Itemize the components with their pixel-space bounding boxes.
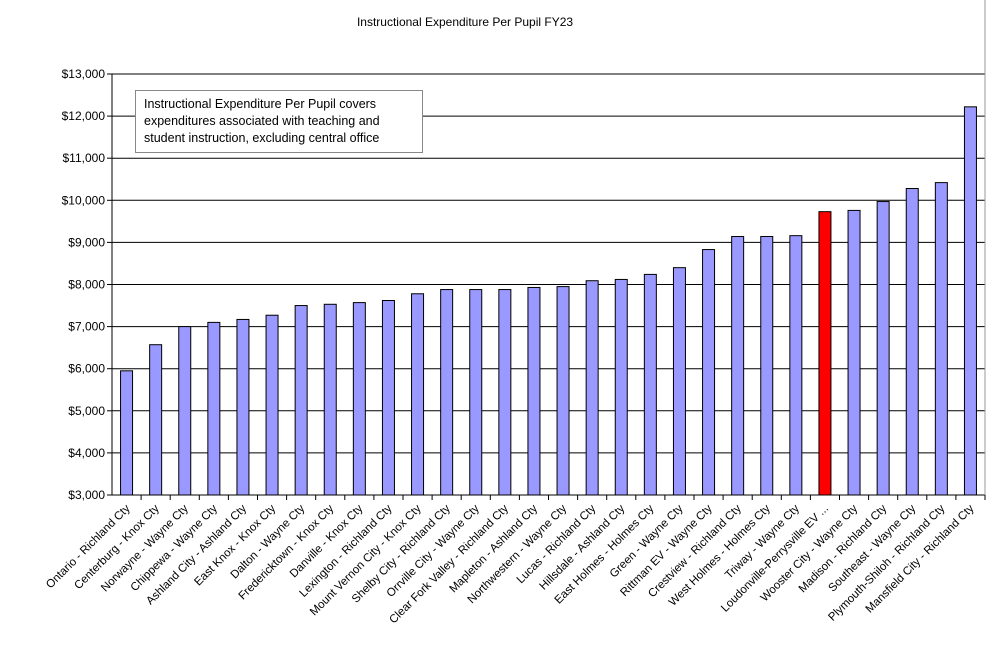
- bar: [323, 303, 337, 496]
- x-tick-label: Loudonville-Perrysville EV ...: [719, 503, 831, 615]
- y-tick-label: $10,000: [62, 193, 106, 207]
- bar: [585, 280, 599, 496]
- y-tick-label: $5,000: [68, 404, 105, 418]
- y-tick-label: $6,000: [68, 362, 105, 376]
- bar: [381, 299, 395, 496]
- chart-title: Instructional Expenditure Per Pupil FY23: [357, 15, 573, 29]
- bar: [760, 236, 774, 496]
- bar: [556, 286, 570, 496]
- bar: [934, 182, 948, 496]
- y-tick-label: $7,000: [68, 320, 105, 334]
- y-tick-label: $9,000: [68, 235, 105, 249]
- bar: [236, 318, 250, 496]
- bar: [498, 289, 512, 496]
- y-tick-label: $13,000: [62, 67, 106, 81]
- y-tick-label: $3,000: [68, 488, 105, 502]
- bar: [440, 289, 454, 496]
- bar: [178, 326, 192, 496]
- bar: [411, 293, 425, 496]
- bar: [149, 344, 163, 496]
- y-tick-label: $12,000: [62, 109, 106, 123]
- bar: [120, 370, 134, 496]
- bar: [672, 267, 686, 496]
- bar: [731, 236, 745, 496]
- bar: [847, 209, 861, 496]
- bar: [527, 286, 541, 496]
- bar: [789, 235, 803, 496]
- bar: [702, 249, 716, 496]
- bar: [643, 273, 657, 496]
- bar: [818, 211, 832, 496]
- bar: [207, 321, 221, 496]
- bar: [614, 278, 628, 496]
- bar: [876, 201, 890, 496]
- y-tick-label: $4,000: [68, 446, 105, 460]
- bar: [963, 106, 977, 496]
- bar: [352, 302, 366, 496]
- annotation-box: Instructional Expenditure Per Pupil cove…: [135, 90, 423, 153]
- bar: [265, 314, 279, 496]
- bar: [469, 289, 483, 496]
- y-tick-label: $8,000: [68, 278, 105, 292]
- bar: [905, 188, 919, 496]
- y-tick-label: $11,000: [63, 151, 106, 165]
- bar: [294, 305, 308, 496]
